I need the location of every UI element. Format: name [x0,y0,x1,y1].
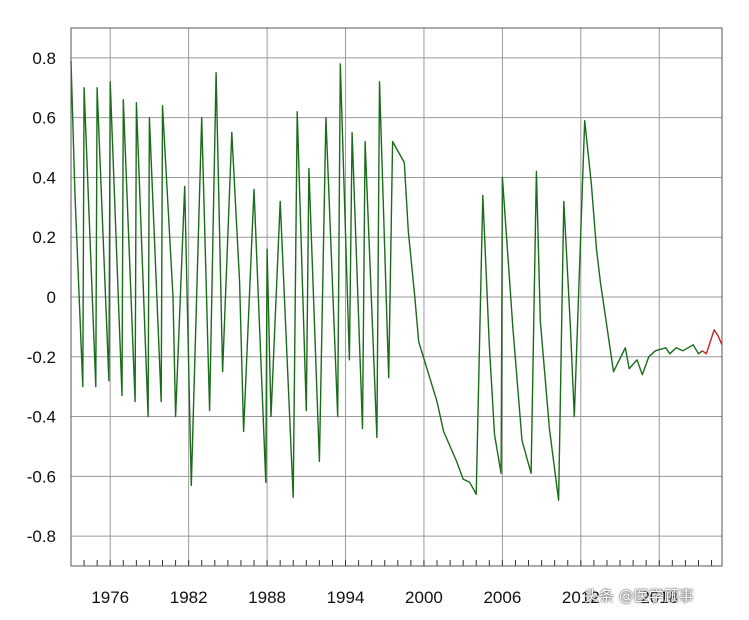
y-tick-label: -0.2 [27,348,56,367]
x-tick-label: 2000 [405,588,443,607]
x-tick-label: 1976 [91,588,129,607]
y-axis-tick-labels: 0.8 0.6 0.4 0.2 0 -0.2 -0.4 -0.6 -0.8 [27,49,56,546]
y-tick-label: 0.8 [32,49,56,68]
y-tick-label: -0.8 [27,527,56,546]
y-tick-label: -0.6 [27,467,56,486]
y-tick-label: -0.4 [27,408,56,427]
watermark: 头条 @医学顾事 [584,587,694,605]
y-tick-label: 0.2 [32,228,56,247]
x-tick-label: 1982 [170,588,208,607]
x-tick-label: 2006 [483,588,521,607]
x-tick-label: 1994 [327,588,365,607]
series-group [70,60,723,501]
x-axis-tick-labels: 1976 1982 1988 1994 2000 2006 2012 2018 [91,588,678,607]
y-tick-label: 0.4 [32,168,56,187]
x-tick-label: 2012 [562,588,600,607]
x-minor-ticks [70,560,713,566]
series-line-1 [701,329,723,355]
series-line-0 [70,60,703,501]
x-tick-label: 1988 [248,588,286,607]
plot-frame [70,27,723,567]
grid-lines [71,28,722,566]
y-tick-label: 0 [47,288,56,307]
y-tick-label: 0.6 [32,109,56,128]
x-tick-label: 2018 [640,588,678,607]
